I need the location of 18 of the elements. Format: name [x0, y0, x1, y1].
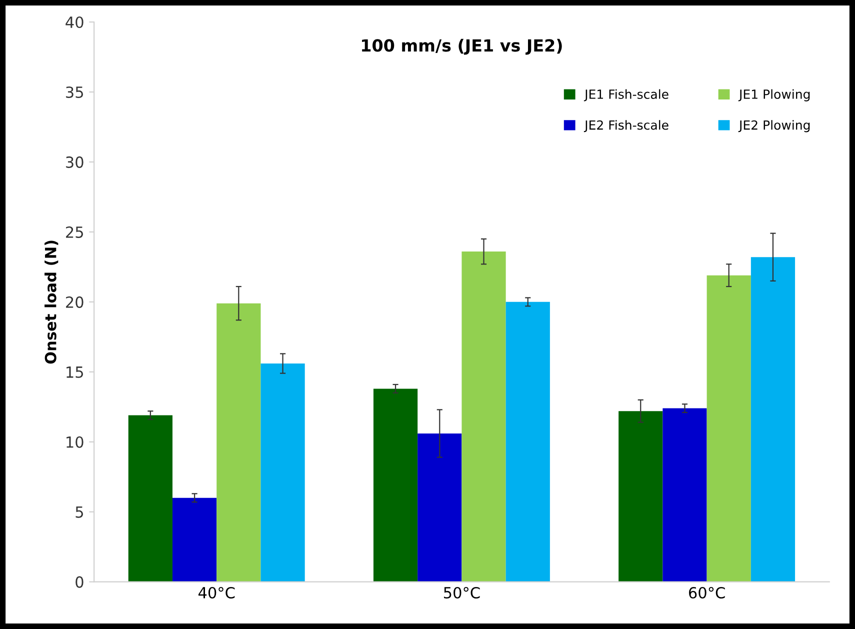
- y-axis-title: Onset load (N): [44, 240, 58, 364]
- y-tick-label: 5: [76, 506, 83, 518]
- x-tick-label: 40°C: [198, 586, 235, 599]
- y-tick-label: 30: [66, 156, 84, 168]
- legend-label: JE1 Plowing: [738, 89, 810, 102]
- text: 100 mm/s (JE1 vs JE2): [362, 38, 562, 55]
- y-tick-label: 25: [66, 226, 83, 238]
- y-tick-label: 35: [66, 86, 83, 98]
- y-tick-label: 20: [66, 296, 84, 308]
- x-tick-label: 50°C: [444, 586, 480, 599]
- legend-label: JE2 Fish-scale: [584, 120, 668, 132]
- legend-label: JE2 Plowing: [738, 120, 810, 132]
- y-tick-label: 0: [76, 576, 84, 588]
- legend-label: JE1 Fish-scale: [584, 89, 668, 102]
- y-tick-label: 10: [66, 436, 84, 448]
- y-tick-label: 15: [66, 366, 83, 378]
- y-tick-label: 40: [66, 16, 84, 28]
- x-tick-label: 60°C: [688, 586, 725, 599]
